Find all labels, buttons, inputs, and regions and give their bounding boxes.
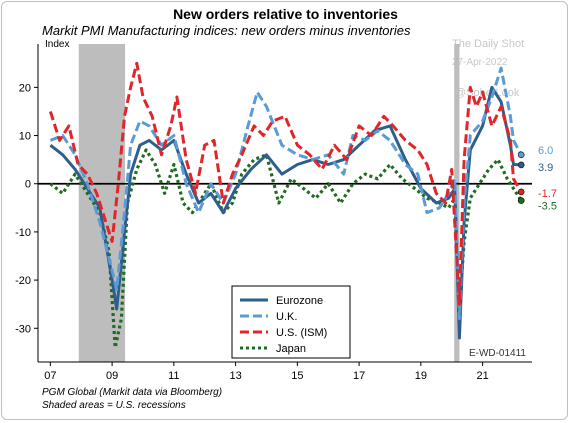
y-tick-label: 0	[25, 179, 31, 191]
x-tick-label: 19	[415, 370, 427, 382]
end-value-label: -3.5	[538, 201, 557, 213]
x-tick-label: 17	[353, 370, 365, 382]
legend-label: Eurozone	[276, 295, 323, 307]
y-tick-label: -30	[15, 323, 31, 335]
series-end-marker	[517, 161, 525, 169]
y-tick-label: -10	[15, 227, 31, 239]
series-end-marker	[517, 197, 525, 204]
y-axis-label: Index	[45, 39, 70, 50]
legend-label: U.S. (ISM)	[276, 327, 327, 339]
x-tick-label: 07	[44, 370, 56, 382]
watermark-name: The Daily Shot	[452, 38, 525, 50]
chart-subtitle: Markit PMI Manufacturing indices: new or…	[42, 23, 411, 38]
legend-label: U.K.	[276, 311, 297, 323]
recession-note: Shaded areas = U.S. recessions	[42, 400, 186, 411]
x-tick-label: 21	[476, 370, 488, 382]
x-tick-label: 11	[168, 370, 179, 382]
legend-label: Japan	[276, 343, 306, 355]
source-note: PGM Global (Markit data via Bloomberg)	[42, 387, 223, 398]
y-tick-label: -20	[15, 275, 31, 287]
chart-code-label: E-WD-01411	[469, 348, 526, 359]
series-line-eurozone	[49, 85, 522, 340]
series-end-marker	[517, 151, 525, 159]
y-tick-label: 20	[19, 82, 31, 94]
chart-title: New orders relative to inventories	[173, 6, 398, 22]
watermark-date: 27-Apr-2022	[452, 57, 508, 68]
end-value-label: -1.7	[538, 188, 557, 200]
series-end-marker	[517, 188, 525, 196]
end-value-label: 3.9	[538, 162, 553, 174]
x-tick-label: 13	[229, 370, 241, 382]
x-tick-label: 15	[291, 370, 303, 382]
x-tick-label: 09	[106, 370, 118, 382]
legend-box	[231, 285, 351, 359]
recession-band-0	[78, 44, 126, 362]
y-tick-label: 10	[19, 131, 31, 143]
series-line-u-s-ism	[48, 61, 523, 306]
end-value-label: 6.0	[538, 145, 553, 157]
